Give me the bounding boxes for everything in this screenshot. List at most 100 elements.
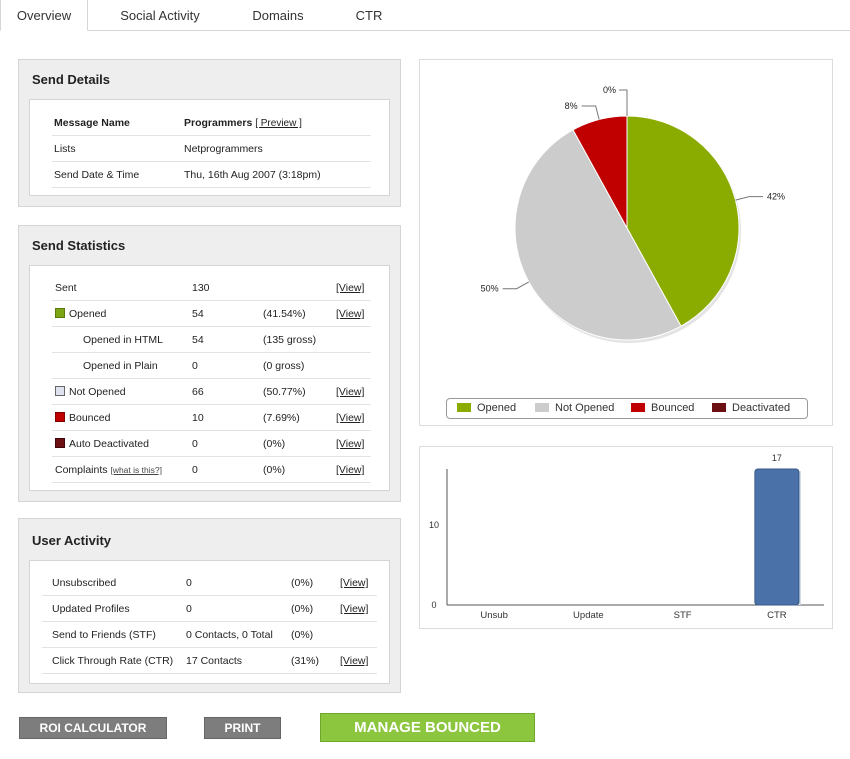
table-row: Unsubscribed 0 (0%) [View] [42,570,377,596]
send-details-row: Send Date & Time Thu, 16th Aug 2007 (3:1… [52,162,371,188]
legend-swatch [712,403,726,412]
view-link[interactable]: [View] [336,464,365,476]
row-value: Thu, 16th Aug 2007 (3:18pm) [184,169,321,181]
pie-slice-bounced [572,115,628,229]
activity-pct: (0%) [291,629,314,641]
send-statistics-title: Send Statistics [32,238,126,253]
view-link[interactable]: [View] [336,386,365,398]
roi-calculator-button[interactable]: ROI CALCULATOR [19,717,167,739]
legend-label: Deactivated [732,402,791,414]
auto-deactivated-swatch [55,438,65,448]
stat-label: Not Opened [69,386,126,398]
user-activity-panel: User Activity Unsubscribed 0 (0%) [View]… [18,518,401,693]
stat-label: Sent [55,282,77,294]
send-details-row: Message Name Programmers [ Preview ] [52,110,371,136]
view-link[interactable]: [View] [336,438,365,450]
send-statistics-panel: Send Statistics Sent 130 [View] Opened 5… [18,225,401,502]
preview-link[interactable]: [ Preview ] [255,118,302,129]
x-tick-label: Update [573,610,604,621]
legend-swatch [535,403,549,412]
user-activity-table: Unsubscribed 0 (0%) [View] Updated Profi… [29,560,390,684]
stat-pct: (0%) [263,464,286,476]
legend-swatch [631,403,645,412]
tab-bar: Overview Social Activity Domains CTR [0,0,850,31]
activity-pct: (31%) [291,655,320,667]
row-value: Programmers [ Preview ] [184,110,302,136]
table-row: Bounced 10 (7.69%) [View] [52,405,371,431]
stat-count: 0 [192,360,198,372]
activity-pct: (0%) [291,603,314,615]
stat-count: 66 [192,386,204,398]
tab-social-activity[interactable]: Social Activity [120,8,200,23]
legend-item-deactivated: Deactivated [712,399,790,418]
stat-label: Complaints [55,464,108,476]
print-button[interactable]: PRINT [204,717,281,739]
table-row: Sent 130 [View] [52,275,371,301]
stat-label: Opened [69,308,107,320]
legend-item-opened: Opened [457,399,516,418]
table-row: Complaints [what is this?] 0 (0%) [View] [52,457,371,483]
table-row: Opened 54 (41.54%) [View] [52,301,371,327]
send-details-row: Lists Netprogrammers [52,136,371,162]
x-tick-label: STF [674,610,692,621]
activity-label: Send to Friends (STF) [52,629,156,641]
message-name-value: Programmers [184,117,253,129]
view-link[interactable]: [View] [336,308,365,320]
send-statistics-table: Sent 130 [View] Opened 54 (41.54%) [View… [29,265,390,491]
pie-legend: Opened Not Opened Bounced Deactivated [446,398,808,419]
activity-value: 0 Contacts, 0 Total [186,629,273,641]
not-opened-swatch [55,386,65,396]
view-link[interactable]: [View] [340,603,369,615]
legend-item-bounced: Bounced [631,399,694,418]
stat-pct: (135 gross) [263,334,317,346]
pie-slice-not-opened [514,129,682,341]
legend-swatch [457,403,471,412]
manage-bounced-button[interactable]: MANAGE BOUNCED [320,713,535,742]
activity-pct: (0%) [291,577,314,589]
y-tick-label: 10 [429,520,439,530]
what-is-this-link[interactable]: [what is this?] [110,465,162,475]
pie-slice-opened [626,115,740,327]
tab-overview[interactable]: Overview [0,0,88,31]
stat-pct: (50.77%) [263,386,306,398]
legend-label: Not Opened [555,402,615,414]
legend-label: Opened [477,402,517,414]
pie-label: 8% [565,101,578,111]
view-link[interactable]: [View] [340,655,369,667]
pie-leader-line [502,281,530,290]
activity-value: 17 Contacts [186,655,243,667]
pie-leader-line [581,105,600,120]
bar-value-label: 17 [772,453,782,463]
bar-chart-box: 0 10 Unsub Update STF 17 CTR [419,446,833,629]
table-row: Click Through Rate (CTR) 17 Contacts (31… [42,648,377,674]
table-row: Updated Profiles 0 (0%) [View] [42,596,377,622]
row-label: Message Name [54,117,130,129]
activity-label: Updated Profiles [52,603,130,615]
stat-label: Opened in HTML [83,334,163,346]
view-link[interactable]: [View] [340,577,369,589]
legend-label: Bounced [651,402,695,414]
table-row: Opened in HTML 54 (135 gross) [52,327,371,353]
pie-leader-line [735,196,764,201]
stat-pct: (0 gross) [263,360,305,372]
y-tick-label: 0 [431,600,436,610]
table-row: Auto Deactivated 0 (0%) [View] [52,431,371,457]
bar-ctr [754,468,800,606]
table-row: Send to Friends (STF) 0 Contacts, 0 Tota… [42,622,377,648]
tab-ctr[interactable]: CTR [355,8,383,23]
table-row: Not Opened 66 (50.77%) [View] [52,379,371,405]
activity-value: 0 [186,603,192,615]
pie-chart-box: 42% 50% 8% 0% Opened Not Opened Bounced Dea… [419,59,833,426]
stat-label: Auto Deactivated [69,438,149,450]
tab-domains[interactable]: Domains [252,8,304,23]
stat-pct: (7.69%) [263,412,300,424]
table-row: Opened in Plain 0 (0 gross) [52,353,371,379]
view-link[interactable]: [View] [336,412,365,424]
send-details-panel: Send Details Message Name Programmers [ … [18,59,401,207]
pie-label: 0% [603,85,616,95]
pie-leader-line [619,89,628,116]
view-link[interactable]: [View] [336,282,365,294]
stat-count: 10 [192,412,204,424]
stat-count: 54 [192,308,204,320]
legend-item-not-opened: Not Opened [535,399,614,418]
